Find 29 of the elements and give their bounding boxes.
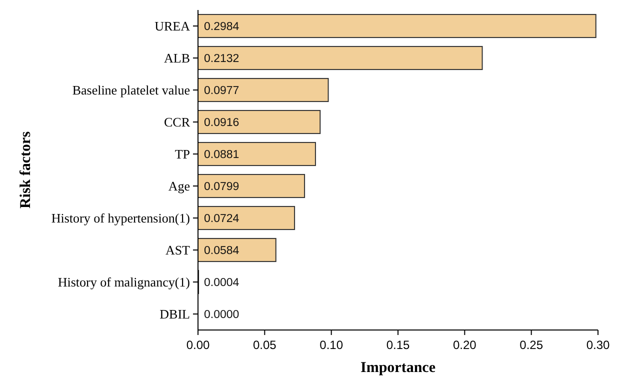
y-tick-label: History of malignancy(1)	[58, 274, 190, 290]
data-label: 0.0724	[204, 213, 240, 226]
y-tick-label: History of hypertension(1)	[51, 210, 190, 226]
y-tick-label: Age	[168, 178, 190, 194]
y-tick-label: TP	[174, 146, 190, 162]
x-tick-label: 0.15	[386, 338, 410, 352]
y-tick-label: DBIL	[160, 306, 190, 322]
y-axis-title: Risk factors	[18, 131, 34, 209]
y-tick-label: Baseline platelet value	[72, 82, 190, 98]
x-tick-label: 0.30	[586, 338, 610, 352]
data-label: 0.0977	[204, 85, 240, 98]
x-tick-label: 0.25	[520, 338, 544, 352]
data-label: 0.0004	[204, 277, 240, 290]
data-label: 0.0916	[204, 117, 240, 130]
data-label: 0.0584	[204, 245, 240, 258]
y-tick-label: CCR	[164, 114, 190, 130]
data-label: 0.2984	[204, 21, 240, 34]
data-label: 0.0799	[204, 181, 240, 194]
x-axis-title: Importance	[360, 360, 436, 376]
y-tick-label: UREA	[154, 18, 191, 34]
y-tick-label: ALB	[164, 50, 190, 66]
x-tick-label: 0.05	[252, 338, 277, 352]
x-tick-label: 0.00	[186, 338, 210, 352]
data-label: 0.0881	[204, 149, 240, 162]
y-tick-label: AST	[165, 242, 190, 258]
data-label: 0.2132	[204, 53, 240, 66]
x-tick-label: 0.20	[452, 338, 477, 352]
x-tick-label: 0.10	[320, 338, 344, 352]
data-label: 0.0000	[204, 309, 240, 322]
